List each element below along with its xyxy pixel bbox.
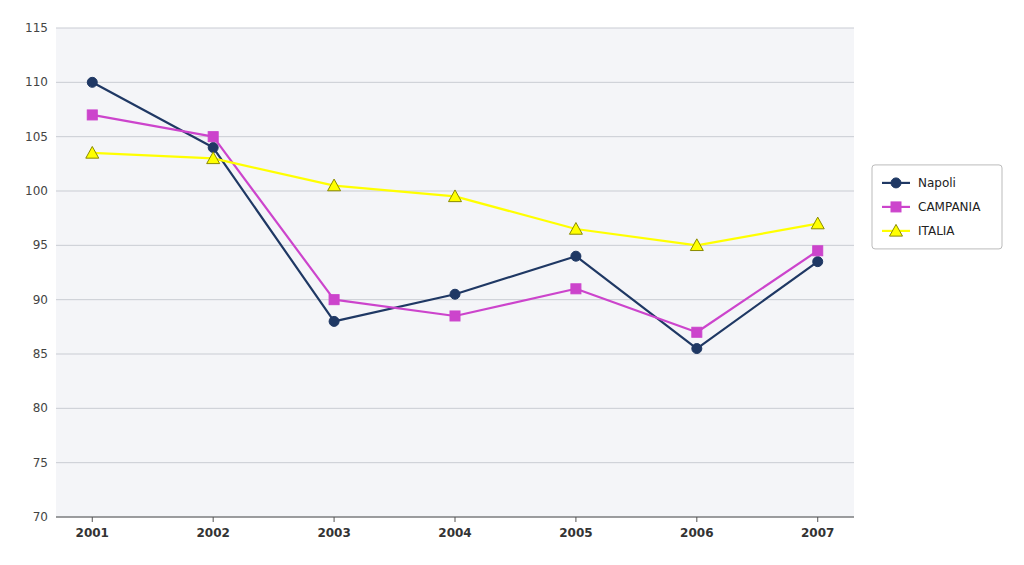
grid-line [56,408,854,409]
point [329,295,339,305]
x-tick-label: 2006 [680,526,713,540]
x-tick-label: 2001 [76,526,109,540]
y-tick-label: 85 [33,347,48,361]
y-axis: 70 75 80 85 90 95 100 105 110 115 [25,21,854,524]
legend-label: ITALIA [918,224,955,238]
x-tick-label: 2003 [317,526,350,540]
x-tick [92,517,93,522]
point [811,217,824,229]
grid-line [56,462,854,463]
point [569,223,582,235]
point [571,284,581,294]
x-tick [334,517,335,522]
point [690,239,703,251]
y-tick-label: 100 [25,184,48,198]
legend-box [872,165,1002,249]
legend-marker [891,178,901,188]
series-line [92,115,817,332]
x-tick-label: 2005 [559,526,592,540]
point [449,190,462,202]
series [86,146,824,250]
point [571,251,581,261]
point [208,132,218,142]
point [450,289,460,299]
legend-label: Napoli [918,176,956,190]
x-tick-label: 2004 [438,526,471,540]
chart: 70 75 80 85 90 95 100 105 110 115 2001 2002 2003 2004… [0,0,1024,565]
x-tick [455,517,456,522]
series-group [86,77,824,353]
grid-line [56,82,854,83]
y-tick-label: 115 [25,21,48,35]
y-tick-label: 70 [33,510,48,524]
point [86,146,99,158]
series-line [92,153,817,245]
point [813,246,823,256]
point [207,152,220,164]
x-axis: 2001 2002 2003 2004 2005 2006 2007 [56,517,854,540]
legend-marker [890,224,903,236]
y-tick-label: 80 [33,401,48,415]
point [692,327,702,337]
x-tick-label: 2002 [196,526,229,540]
plot-area [56,28,854,517]
series [87,110,822,337]
legend-marker [891,202,901,212]
point [692,344,702,354]
y-tick-label: 75 [33,456,48,470]
x-tick [213,517,214,522]
grid-line [56,28,854,29]
y-tick-label: 105 [25,130,48,144]
x-tick-label: 2007 [801,526,834,540]
series [87,77,822,353]
series-line [92,82,817,348]
point [450,311,460,321]
point [329,316,339,326]
y-tick-label: 95 [33,238,48,252]
point [328,179,341,191]
x-tick [575,517,576,522]
point [87,77,97,87]
point [87,110,97,120]
legend-label: CAMPANIA [918,200,981,214]
x-tick [817,517,818,522]
y-tick-label: 110 [25,75,48,89]
y-tick-label: 90 [33,293,48,307]
grid-line [56,136,854,137]
legend: Napoli CAMPANIA ITALIA [872,165,1002,249]
grid-line [56,245,854,246]
point [813,257,823,267]
grid-line [56,354,854,355]
x-tick [696,517,697,522]
